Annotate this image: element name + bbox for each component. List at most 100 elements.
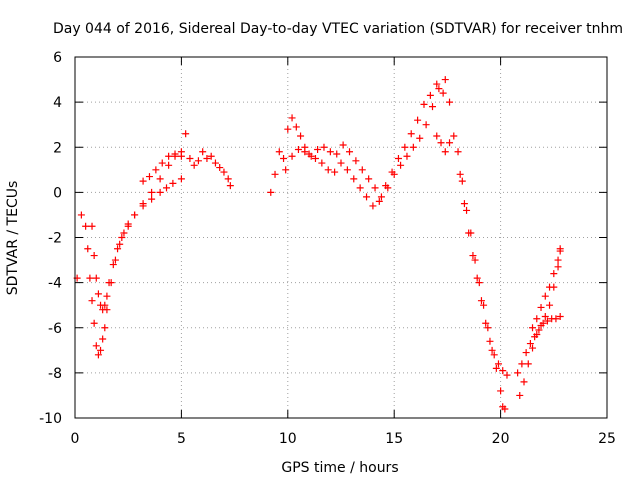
data-point — [114, 245, 122, 253]
data-point — [426, 91, 434, 99]
data-point — [550, 270, 558, 278]
data-point — [280, 155, 288, 163]
data-point — [377, 193, 385, 201]
data-point — [307, 152, 315, 160]
y-tick-label: 4 — [53, 95, 62, 111]
data-point — [482, 319, 490, 327]
series-segment-1 — [73, 148, 185, 359]
data-point — [529, 324, 537, 332]
data-point — [556, 312, 564, 320]
data-point — [292, 123, 300, 131]
data-point — [477, 297, 485, 305]
y-axis-ticks: -10 -8 -6 -4 -2 0 2 4 6 — [39, 50, 607, 427]
x-tick-label: 5 — [177, 431, 186, 447]
data-point — [158, 159, 166, 167]
data-point — [475, 279, 483, 287]
y-tick-label: -2 — [48, 231, 62, 247]
data-point — [524, 360, 532, 368]
data-point — [314, 146, 322, 154]
data-point — [148, 188, 156, 196]
data-point — [420, 100, 428, 108]
data-point — [441, 148, 449, 156]
data-point — [145, 173, 153, 181]
data-point — [116, 240, 124, 248]
data-point — [541, 292, 549, 300]
data-point — [284, 125, 292, 133]
series-segment-10 — [529, 245, 564, 332]
data-point — [390, 170, 398, 178]
data-point — [363, 193, 371, 201]
data-point — [531, 333, 539, 341]
data-point — [165, 152, 173, 160]
data-point — [294, 146, 302, 154]
data-point — [331, 168, 339, 176]
data-point — [499, 367, 507, 375]
data-point — [369, 202, 377, 210]
data-point — [397, 161, 405, 169]
data-point — [139, 202, 147, 210]
data-point — [226, 182, 234, 190]
data-point — [554, 263, 562, 271]
series-segment-6 — [433, 132, 509, 413]
data-point — [492, 364, 500, 372]
data-point — [109, 261, 117, 269]
data-point — [82, 222, 90, 230]
y-tick-label: -10 — [39, 411, 62, 427]
data-point — [177, 152, 185, 160]
data-point — [90, 319, 98, 327]
x-tick-label: 15 — [385, 431, 403, 447]
data-point — [194, 157, 202, 165]
data-point — [543, 317, 551, 325]
data-point — [94, 290, 102, 298]
data-point — [394, 155, 402, 163]
data-point — [356, 184, 364, 192]
data-point — [539, 319, 547, 327]
data-point — [220, 168, 228, 176]
data-point — [533, 315, 541, 323]
data-point — [131, 211, 139, 219]
data-point — [101, 301, 109, 309]
data-point — [99, 306, 107, 314]
data-point — [422, 121, 430, 129]
series-segment-2 — [88, 175, 185, 314]
data-point — [318, 159, 326, 167]
data-point — [446, 139, 454, 147]
data-point — [169, 179, 177, 187]
data-point — [463, 206, 471, 214]
data-point — [501, 405, 509, 413]
x-tick-label: 0 — [71, 431, 80, 447]
data-point — [546, 283, 554, 291]
data-point — [350, 175, 358, 183]
data-point — [465, 229, 473, 237]
data-point — [346, 148, 354, 156]
data-point — [211, 159, 219, 167]
data-point — [441, 76, 449, 84]
data-point — [497, 387, 505, 395]
data-point — [416, 134, 424, 142]
data-point — [384, 184, 392, 192]
data-point — [484, 324, 492, 332]
x-tick-label: 25 — [598, 431, 616, 447]
y-tick-label: -8 — [48, 366, 62, 382]
data-point — [275, 148, 283, 156]
data-point — [103, 292, 111, 300]
data-point — [94, 351, 102, 359]
data-point — [301, 148, 309, 156]
data-point — [190, 161, 198, 169]
data-point — [311, 155, 319, 163]
y-tick-label: 6 — [53, 50, 62, 66]
data-point — [535, 326, 543, 334]
data-point — [516, 391, 524, 399]
data-point — [139, 177, 147, 185]
data-point — [124, 222, 132, 230]
data-point — [203, 155, 211, 163]
data-point — [297, 132, 305, 140]
data-point — [409, 143, 417, 151]
data-point — [267, 188, 275, 196]
data-point — [320, 143, 328, 151]
grid-lines — [75, 57, 607, 418]
data-point — [118, 234, 126, 241]
data-point — [92, 274, 100, 282]
data-point — [339, 141, 347, 149]
data-point — [429, 103, 437, 111]
